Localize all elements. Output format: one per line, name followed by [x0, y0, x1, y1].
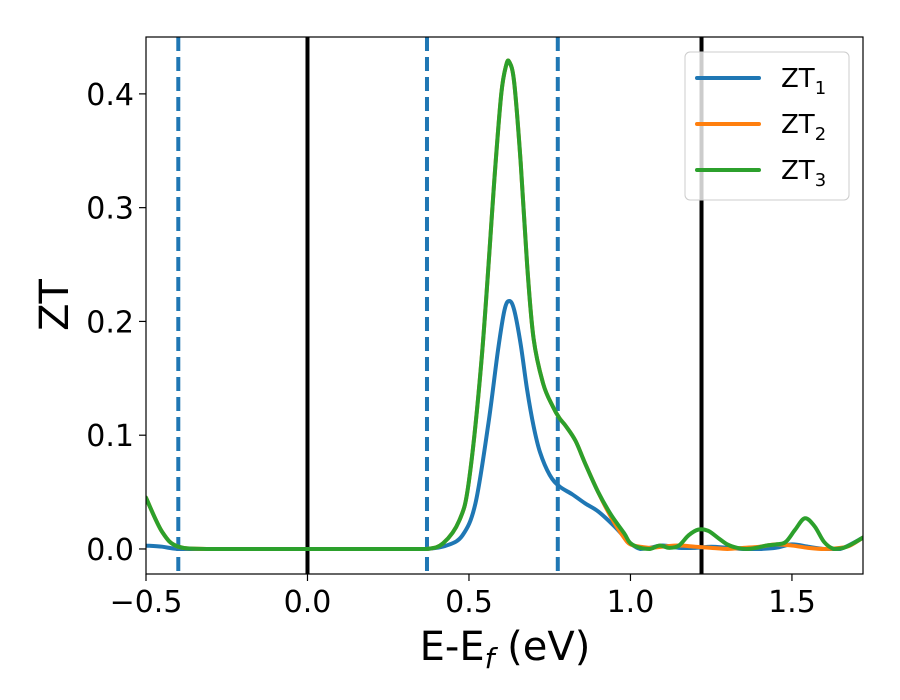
reference-lines — [176, 37, 704, 574]
plot-frame — [145, 36, 864, 575]
legend: ZT1 ZT2 ZT3 — [684, 51, 850, 201]
x-tick-label: 1.5 — [768, 585, 816, 620]
x-tick-label: 0.0 — [284, 585, 332, 620]
legend-items: ZT1 ZT2 ZT3 — [695, 64, 826, 191]
legend-label-zt1: ZT1 — [781, 64, 826, 99]
legend-label-zt3: ZT3 — [781, 156, 826, 191]
x-tick-label: 0.5 — [445, 585, 493, 620]
legend-box — [684, 51, 850, 201]
y-tick-label: 0.0 — [86, 533, 134, 568]
y-tick-label: 0.1 — [86, 419, 134, 454]
y-tick-label: 0.2 — [86, 305, 134, 340]
x-axis-label-unit: (eV) — [494, 624, 590, 670]
x-axis-label-base: E-E — [420, 624, 485, 670]
y-axis-label: ZT — [32, 279, 78, 331]
legend-label-zt2: ZT2 — [781, 110, 826, 145]
y-tick-label: 0.4 — [86, 78, 134, 113]
x-tick-label: −0.5 — [110, 585, 183, 620]
y-axis: 0.0 0.1 0.2 0.3 0.4 — [86, 78, 146, 568]
series-line-zt3 — [146, 58, 863, 551]
x-axis-label: E-Ef (eV) — [420, 624, 591, 675]
x-tick-label: 1.0 — [607, 585, 655, 620]
y-tick-label: 0.3 — [86, 192, 134, 227]
x-axis: −0.5 0.0 0.5 1.0 1.5 — [110, 574, 816, 620]
series-layer — [146, 58, 863, 551]
